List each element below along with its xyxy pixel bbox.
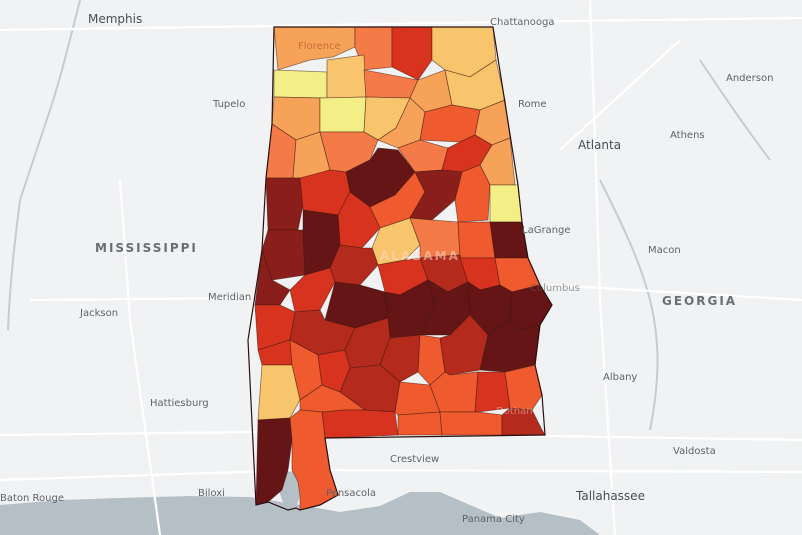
county[interactable] (409, 169, 463, 221)
city-label-crestview: Crestview (390, 454, 439, 465)
county[interactable] (379, 334, 421, 383)
city-label-dothan: Dothan (496, 406, 533, 417)
county[interactable] (257, 364, 301, 421)
city-label-meridian: Meridian (208, 292, 251, 303)
county[interactable] (474, 371, 511, 413)
alabama-counties[interactable] (254, 26, 553, 511)
city-label-biloxi: Biloxi (198, 488, 225, 499)
city-label-lagrange: LaGrange (522, 225, 571, 236)
city-label-baton-rouge: Baton Rouge (0, 493, 64, 504)
city-label-athens: Athens (670, 130, 705, 141)
city-label-pensacola: Pensacola (326, 488, 376, 499)
county[interactable] (321, 409, 399, 439)
city-label-anderson: Anderson (726, 73, 773, 84)
county[interactable] (319, 96, 367, 133)
county[interactable] (439, 411, 503, 436)
city-label-chattanooga: Chattanooga (490, 17, 554, 28)
city-label-rome: Rome (518, 99, 547, 110)
city-label-macon: Macon (648, 245, 681, 256)
city-label-valdosta: Valdosta (673, 446, 716, 457)
city-label-columbus: Columbus (530, 283, 580, 294)
city-label-tallahassee: Tallahassee (575, 489, 645, 503)
county[interactable] (265, 177, 304, 231)
county[interactable] (397, 411, 443, 436)
city-label-hattiesburg: Hattiesburg (150, 398, 209, 409)
city-label-albany: Albany (603, 372, 637, 383)
city-label-atlanta: Atlanta (578, 138, 621, 152)
county[interactable] (254, 249, 291, 306)
county[interactable] (326, 54, 367, 99)
rivers (7, 0, 771, 431)
county[interactable] (454, 164, 491, 223)
city-label-florence: Florence (298, 41, 341, 52)
alabama-outline (247, 26, 553, 511)
city-label-tupelo: Tupelo (212, 99, 245, 110)
state-label-mississippi: MISSISSIPPI (95, 241, 198, 255)
state-label-alabama: ALABAMA (380, 249, 460, 263)
gulf-water (0, 492, 600, 535)
county[interactable] (457, 221, 496, 259)
county[interactable] (273, 69, 328, 99)
county[interactable] (489, 184, 523, 223)
state-label-georgia: GEORGIA (662, 294, 737, 308)
county[interactable] (504, 364, 543, 411)
city-label-panama-city: Panama City (462, 514, 525, 525)
county[interactable] (261, 229, 306, 281)
city-label-jackson: Jackson (79, 308, 118, 319)
city-label-memphis: Memphis (88, 12, 142, 26)
